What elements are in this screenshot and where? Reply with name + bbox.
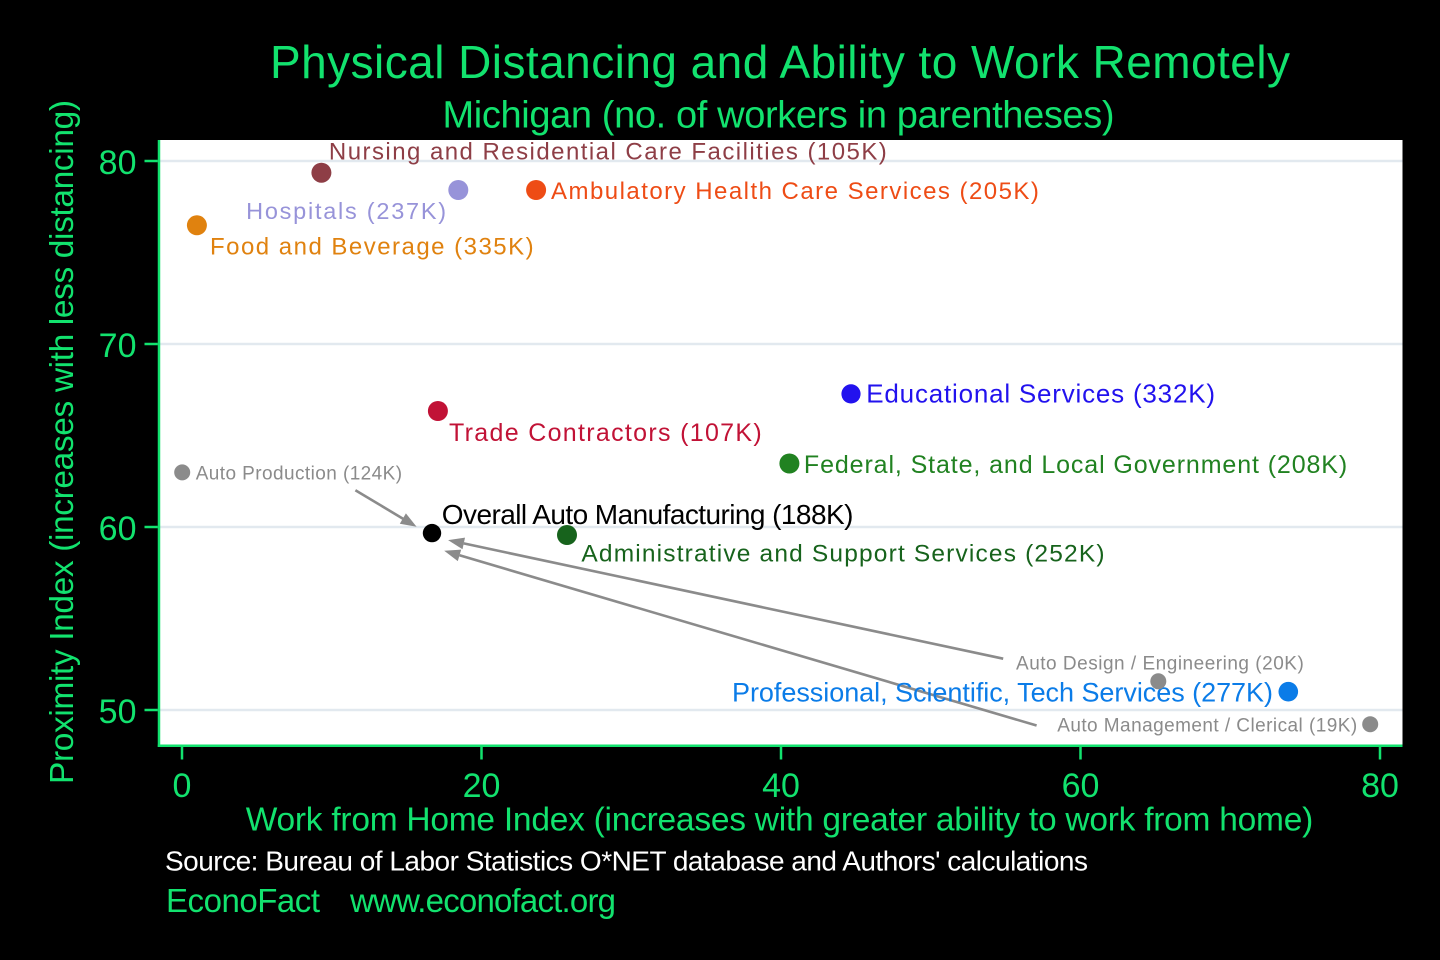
svg-text:Food and Beverage (335K): Food and Beverage (335K) <box>210 233 534 260</box>
svg-text:Administrative and Support Ser: Administrative and Support Services (252… <box>581 540 1104 567</box>
svg-text:Hospitals (237K): Hospitals (237K) <box>246 198 446 224</box>
svg-text:Professional, Scientific, Tech: Professional, Scientific, Tech Services … <box>732 678 1273 708</box>
svg-text:www.econofact.org: www.econofact.org <box>349 882 616 919</box>
svg-text:Proximity Index (increases wit: Proximity Index (increases with less dis… <box>44 100 81 784</box>
svg-text:Auto Production (124K): Auto Production (124K) <box>196 463 402 484</box>
svg-text:Educational Services (332K): Educational Services (332K) <box>866 379 1215 409</box>
svg-text:0: 0 <box>173 767 192 805</box>
svg-text:Physical Distancing and Abilit: Physical Distancing and Ability to Work … <box>270 36 1290 88</box>
svg-text:Ambulatory Health Care Service: Ambulatory Health Care Services (205K) <box>551 178 1039 205</box>
svg-text:Overall Auto Manufacturing (18: Overall Auto Manufacturing (188K) <box>442 499 854 530</box>
svg-text:40: 40 <box>762 767 800 805</box>
svg-text:Auto Design / Engineering (20K: Auto Design / Engineering (20K) <box>1016 653 1304 674</box>
svg-text:Auto Management / Clerical (19: Auto Management / Clerical (19K) <box>1057 716 1357 737</box>
svg-text:EconoFact: EconoFact <box>166 882 320 919</box>
svg-text:60: 60 <box>1062 767 1100 805</box>
svg-text:80: 80 <box>1361 767 1399 805</box>
svg-text:Source: Bureau of Labor Statis: Source: Bureau of Labor Statistics O*NET… <box>165 846 1088 877</box>
svg-text:50: 50 <box>99 693 137 731</box>
svg-text:Michigan (no. of workers in pa: Michigan (no. of workers in parentheses) <box>443 95 1115 137</box>
svg-text:Work from Home Index (increase: Work from Home Index (increases with gre… <box>246 801 1314 838</box>
svg-text:60: 60 <box>99 510 137 548</box>
svg-text:70: 70 <box>99 327 137 365</box>
svg-text:Trade Contractors (107K): Trade Contractors (107K) <box>449 419 762 447</box>
svg-text:20: 20 <box>463 767 501 805</box>
svg-text:Federal, State, and Local Gove: Federal, State, and Local Government (20… <box>804 451 1347 479</box>
svg-text:Nursing and Residential Care F: Nursing and Residential Care Facilities … <box>329 139 887 166</box>
svg-text:80: 80 <box>99 144 137 182</box>
